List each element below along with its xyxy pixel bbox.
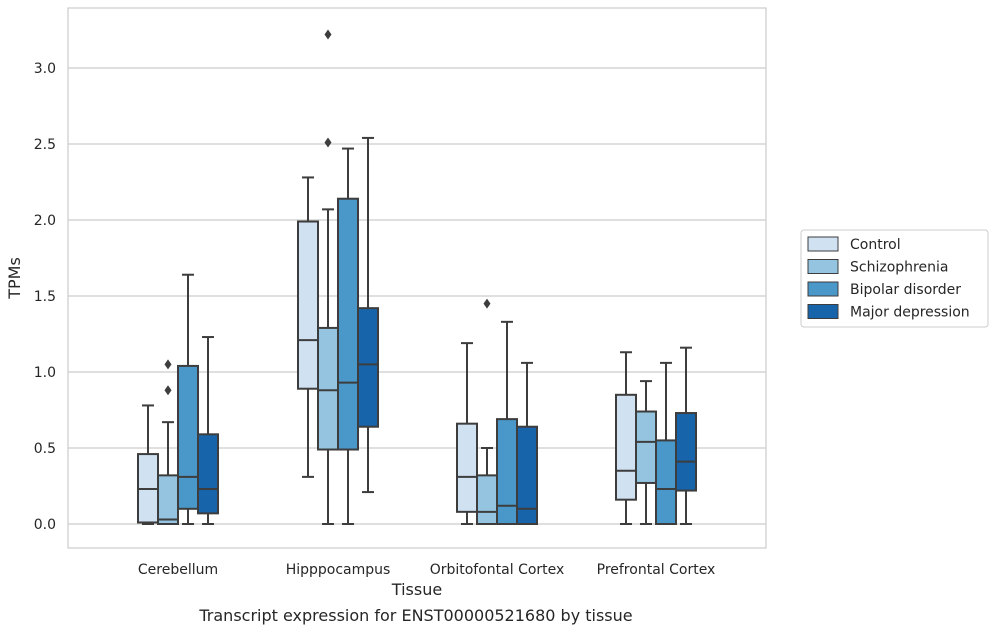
iqr-box <box>197 433 219 515</box>
box-2-1 <box>476 298 498 525</box>
box-0-1 <box>157 359 179 525</box>
x-tick-label: Hipppocampus <box>286 562 391 578</box>
outlier-marker <box>483 298 491 309</box>
box-0-0 <box>137 404 159 525</box>
box-0-3 <box>197 336 219 525</box>
iqr-box <box>496 418 518 525</box>
iqr-box <box>635 410 657 484</box>
box-1-0 <box>297 176 319 478</box>
y-tick-label: 3.0 <box>34 61 56 77</box>
iqr-box <box>655 439 677 525</box>
legend-swatch <box>807 259 839 274</box>
legend-label: Bipolar disorder <box>850 282 961 298</box>
box-3-3 <box>675 346 697 525</box>
y-tick-label: 0.5 <box>34 441 56 457</box>
outlier-marker <box>324 29 332 40</box>
legend-label: Control <box>850 237 901 253</box>
iqr-box <box>456 422 478 513</box>
outlier-marker <box>164 359 172 370</box>
box-3-2 <box>655 361 677 525</box>
legend: Control Schizophrenia Bipolar disorder Majo… <box>800 229 989 328</box>
outlier-marker <box>324 137 332 148</box>
iqr-box <box>177 364 199 510</box>
iqr-box <box>317 326 339 451</box>
iqr-box <box>476 474 498 525</box>
y-tick-label: 1.5 <box>34 289 56 305</box>
box-2-0 <box>456 342 478 525</box>
iqr-box <box>337 197 359 451</box>
y-tick-label: 2.0 <box>34 213 56 229</box>
iqr-box <box>297 220 319 390</box>
box-groups <box>137 29 697 525</box>
x-tick-label: Cerebellum <box>138 562 218 578</box>
box-1-1 <box>317 29 339 525</box>
box-1-2 <box>337 147 359 525</box>
box-3-0 <box>615 351 637 525</box>
iqr-box <box>675 412 697 492</box>
iqr-box <box>157 474 179 525</box>
legend-swatch <box>807 236 839 252</box>
y-axis-label: TPMs <box>5 257 24 300</box>
y-tick-label: 2.5 <box>34 137 56 153</box>
y-tick-labels: 0.0 0.5 1.0 1.5 2.0 2.5 3.0 <box>34 61 56 533</box>
plot-area-frame <box>67 7 767 549</box>
x-axis-label: Tissue <box>391 580 442 599</box>
box-0-2 <box>177 273 199 525</box>
chart-caption: Transcript expression for ENST0000052168… <box>199 606 633 625</box>
box-3-1 <box>635 380 657 525</box>
legend-label: Major depression <box>850 305 970 321</box>
box-2-3 <box>516 361 538 525</box>
legend-frame <box>800 229 989 328</box>
iqr-box <box>516 425 538 525</box>
x-tick-labels: Cerebellum Hipppocampus Orbitofontal Corte… <box>138 562 715 578</box>
box-1-3 <box>357 136 379 494</box>
y-tick-label: 1.0 <box>34 365 56 381</box>
legend-swatch <box>807 281 839 297</box>
y-tick-label: 0.0 <box>34 517 56 533</box>
legend-label: Schizophrenia <box>850 260 948 276</box>
iqr-box <box>615 393 637 501</box>
outlier-marker <box>164 385 172 396</box>
legend-swatch <box>807 304 839 319</box>
iqr-box <box>357 307 379 428</box>
box-2-2 <box>496 320 518 525</box>
x-tick-label: Orbitofontal Cortex <box>430 562 565 578</box>
x-tick-label: Prefrontal Cortex <box>597 562 716 578</box>
